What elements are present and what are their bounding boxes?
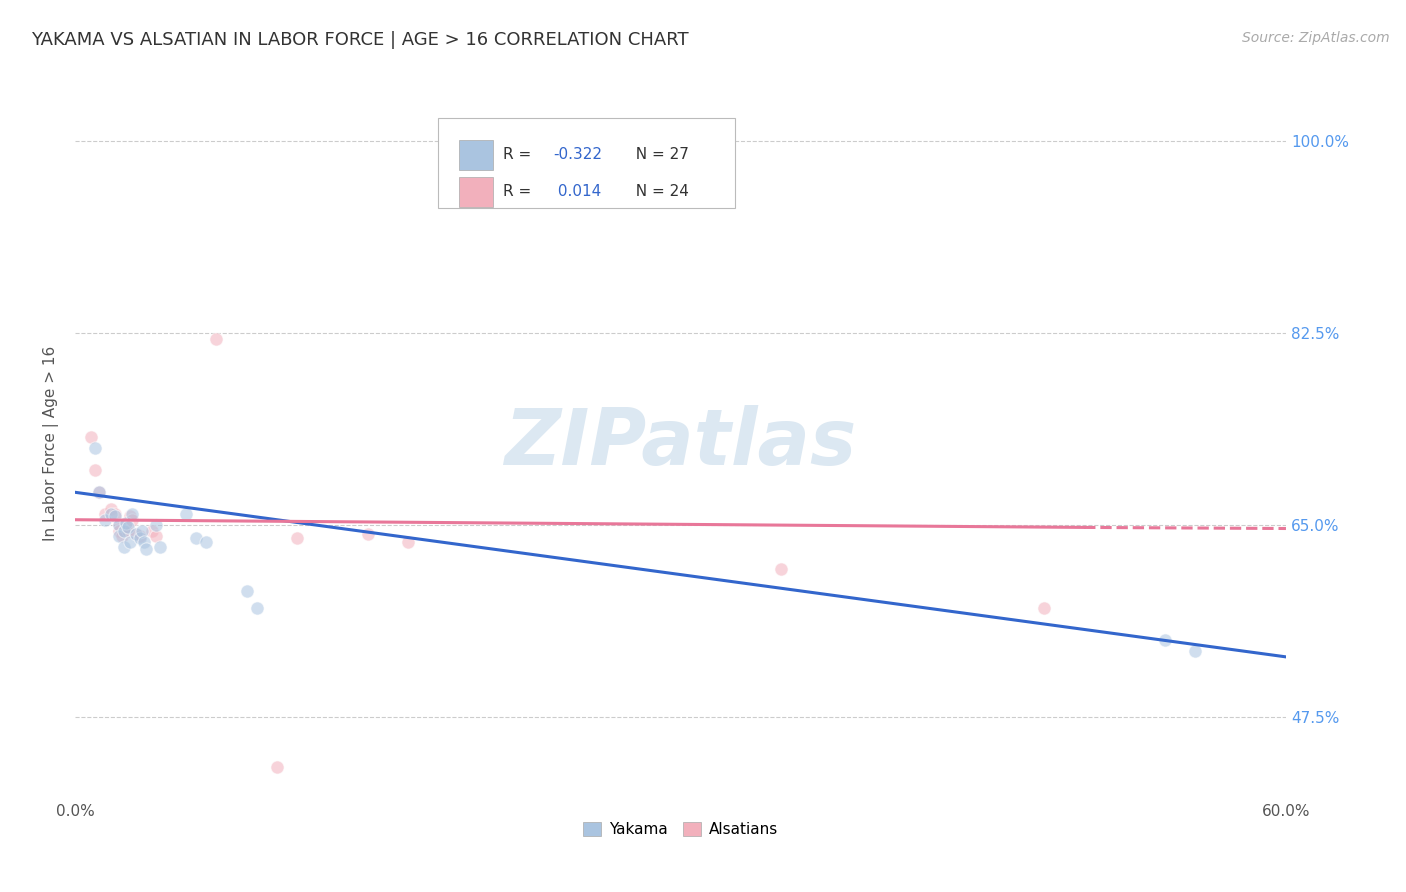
- Point: [121, 508, 143, 522]
- Point: [235, 584, 257, 599]
- Point: [149, 540, 172, 554]
- Point: [110, 529, 132, 543]
- Point: [94, 508, 117, 522]
- Point: [124, 527, 146, 541]
- Point: [80, 430, 103, 444]
- Point: [108, 518, 131, 533]
- FancyBboxPatch shape: [458, 140, 494, 169]
- Point: [121, 513, 143, 527]
- Text: Source: ZipAtlas.com: Source: ZipAtlas.com: [1241, 31, 1389, 45]
- Point: [84, 463, 107, 477]
- Point: [84, 442, 107, 456]
- Point: [145, 518, 167, 533]
- FancyBboxPatch shape: [439, 119, 735, 208]
- Point: [89, 485, 111, 500]
- Text: -0.322: -0.322: [554, 147, 602, 162]
- Point: [108, 524, 131, 538]
- Point: [186, 532, 208, 546]
- Point: [1154, 633, 1177, 648]
- Point: [94, 513, 117, 527]
- Point: [118, 509, 141, 524]
- Point: [89, 485, 111, 500]
- Text: ZIPatlas: ZIPatlas: [505, 405, 856, 481]
- Text: N = 27: N = 27: [626, 147, 689, 162]
- Point: [104, 509, 127, 524]
- Point: [174, 508, 197, 522]
- Point: [1032, 600, 1054, 615]
- Text: R =: R =: [502, 185, 536, 199]
- Text: R =: R =: [502, 147, 536, 162]
- Point: [108, 518, 131, 533]
- FancyBboxPatch shape: [458, 177, 494, 207]
- Point: [112, 524, 135, 538]
- Point: [396, 534, 419, 549]
- Point: [114, 516, 136, 530]
- Point: [100, 501, 122, 516]
- Point: [357, 527, 380, 541]
- Point: [1184, 644, 1206, 658]
- Y-axis label: In Labor Force | Age > 16: In Labor Force | Age > 16: [44, 345, 59, 541]
- Point: [132, 534, 155, 549]
- Point: [205, 332, 228, 346]
- Point: [108, 529, 131, 543]
- Point: [131, 524, 153, 538]
- Point: [195, 534, 218, 549]
- Point: [770, 562, 793, 576]
- Point: [285, 532, 308, 546]
- Point: [135, 542, 157, 557]
- Point: [128, 532, 150, 546]
- Legend: Yakama, Alsatians: Yakama, Alsatians: [576, 816, 785, 843]
- Point: [141, 524, 163, 538]
- Point: [117, 524, 139, 538]
- Text: N = 24: N = 24: [626, 185, 689, 199]
- Text: YAKAMA VS ALSATIAN IN LABOR FORCE | AGE > 16 CORRELATION CHART: YAKAMA VS ALSATIAN IN LABOR FORCE | AGE …: [31, 31, 689, 49]
- Point: [118, 534, 141, 549]
- Point: [100, 508, 122, 522]
- Point: [128, 529, 150, 543]
- Point: [124, 527, 146, 541]
- Point: [104, 508, 127, 522]
- Point: [145, 529, 167, 543]
- Point: [266, 759, 288, 773]
- Point: [114, 520, 136, 534]
- Point: [112, 540, 135, 554]
- Point: [246, 600, 269, 615]
- Text: 0.014: 0.014: [554, 185, 602, 199]
- Point: [117, 520, 139, 534]
